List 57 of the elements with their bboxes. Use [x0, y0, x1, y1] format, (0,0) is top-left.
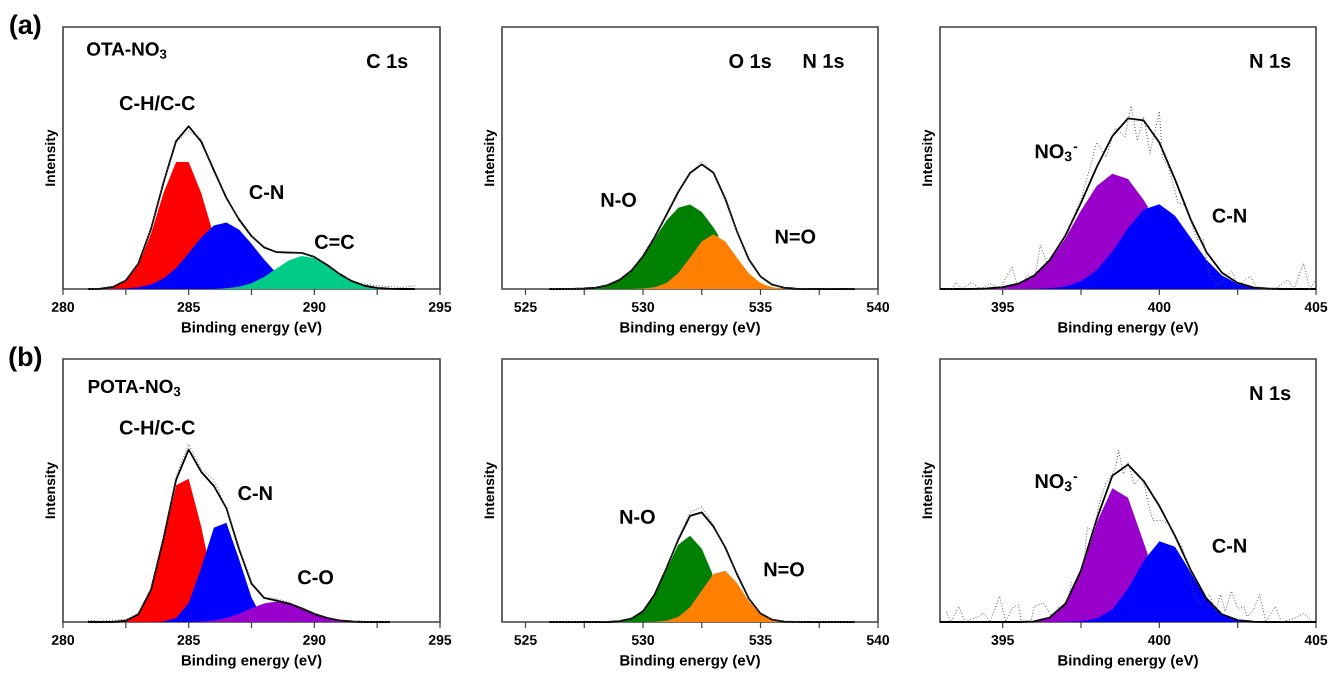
series-label: N=O	[764, 562, 804, 577]
x-tick-label: 525	[514, 635, 537, 645]
series-label: N-O	[601, 192, 636, 207]
x-axis-title: Binding energy (eV)	[181, 654, 322, 669]
text: (b)	[9, 346, 42, 372]
x-tick-label: 535	[749, 302, 772, 312]
x-tick-label: 540	[866, 302, 890, 312]
x-axis-title: Binding energy (eV)	[620, 321, 760, 336]
text: POTA-NO$_{3}$	[88, 379, 181, 397]
series-label: N=O	[775, 229, 816, 244]
series-label: C-N	[238, 486, 272, 501]
x-tick-label: 525	[514, 302, 537, 312]
x-tick-label: 295	[428, 635, 452, 645]
x-tick-label: 540	[866, 635, 890, 645]
text: N 1s	[1250, 54, 1291, 68]
series-label: C-N	[249, 185, 283, 200]
x-tick-label: 535	[749, 635, 772, 645]
x-tick-label: 400	[1147, 302, 1171, 312]
text: C 1s	[366, 54, 408, 69]
x-axis-title: Binding energy (eV)	[181, 321, 322, 336]
series-label: NO$_{3}$-	[1035, 474, 1078, 492]
series-label: NO$_{3}$-	[1035, 144, 1078, 162]
text: O 1s	[729, 54, 771, 69]
series-label: N-O	[620, 509, 655, 524]
x-axis-title: Binding energy (eV)	[1058, 321, 1198, 336]
text: C-H/C-C	[119, 419, 195, 435]
x-tick-label: 280	[51, 635, 75, 645]
x-tick-label: 280	[51, 302, 75, 312]
y-axis-title: Intensity	[921, 461, 935, 519]
x-tick-label: 285	[177, 635, 200, 645]
y-axis-title: Intensity	[483, 461, 497, 519]
text: C-H/C-C	[119, 95, 195, 111]
x-tick-label: 530	[631, 635, 655, 645]
x-tick-label: 405	[1304, 635, 1328, 645]
y-axis-title: Intensity	[483, 129, 497, 186]
x-axis-title: Binding energy (eV)	[1058, 654, 1198, 669]
x-tick-label: 405	[1304, 302, 1328, 312]
series-label: C-N	[1212, 538, 1246, 553]
x-tick-label: 530	[631, 302, 655, 312]
text: N 1s	[803, 54, 844, 68]
x-tick-label: 290	[303, 302, 326, 312]
series-label: C=C	[315, 234, 355, 249]
x-tick-label: 295	[428, 302, 452, 312]
series-label: C-N	[1212, 208, 1246, 223]
x-tick-label: 285	[177, 302, 200, 312]
x-tick-label: 395	[991, 302, 1014, 312]
y-axis-title: Intensity	[44, 461, 58, 519]
series-label: C-O	[298, 570, 334, 585]
x-tick-label: 290	[303, 635, 326, 645]
text: OTA-NO$_{3}$	[87, 42, 167, 59]
y-axis-title: Intensity	[44, 129, 58, 186]
text: (a)	[10, 14, 41, 40]
x-axis-title: Binding energy (eV)	[620, 654, 760, 669]
text: N 1s	[1250, 386, 1291, 401]
x-tick-label: 395	[991, 635, 1014, 645]
x-tick-label: 400	[1147, 635, 1171, 645]
y-axis-title: Intensity	[921, 129, 935, 186]
